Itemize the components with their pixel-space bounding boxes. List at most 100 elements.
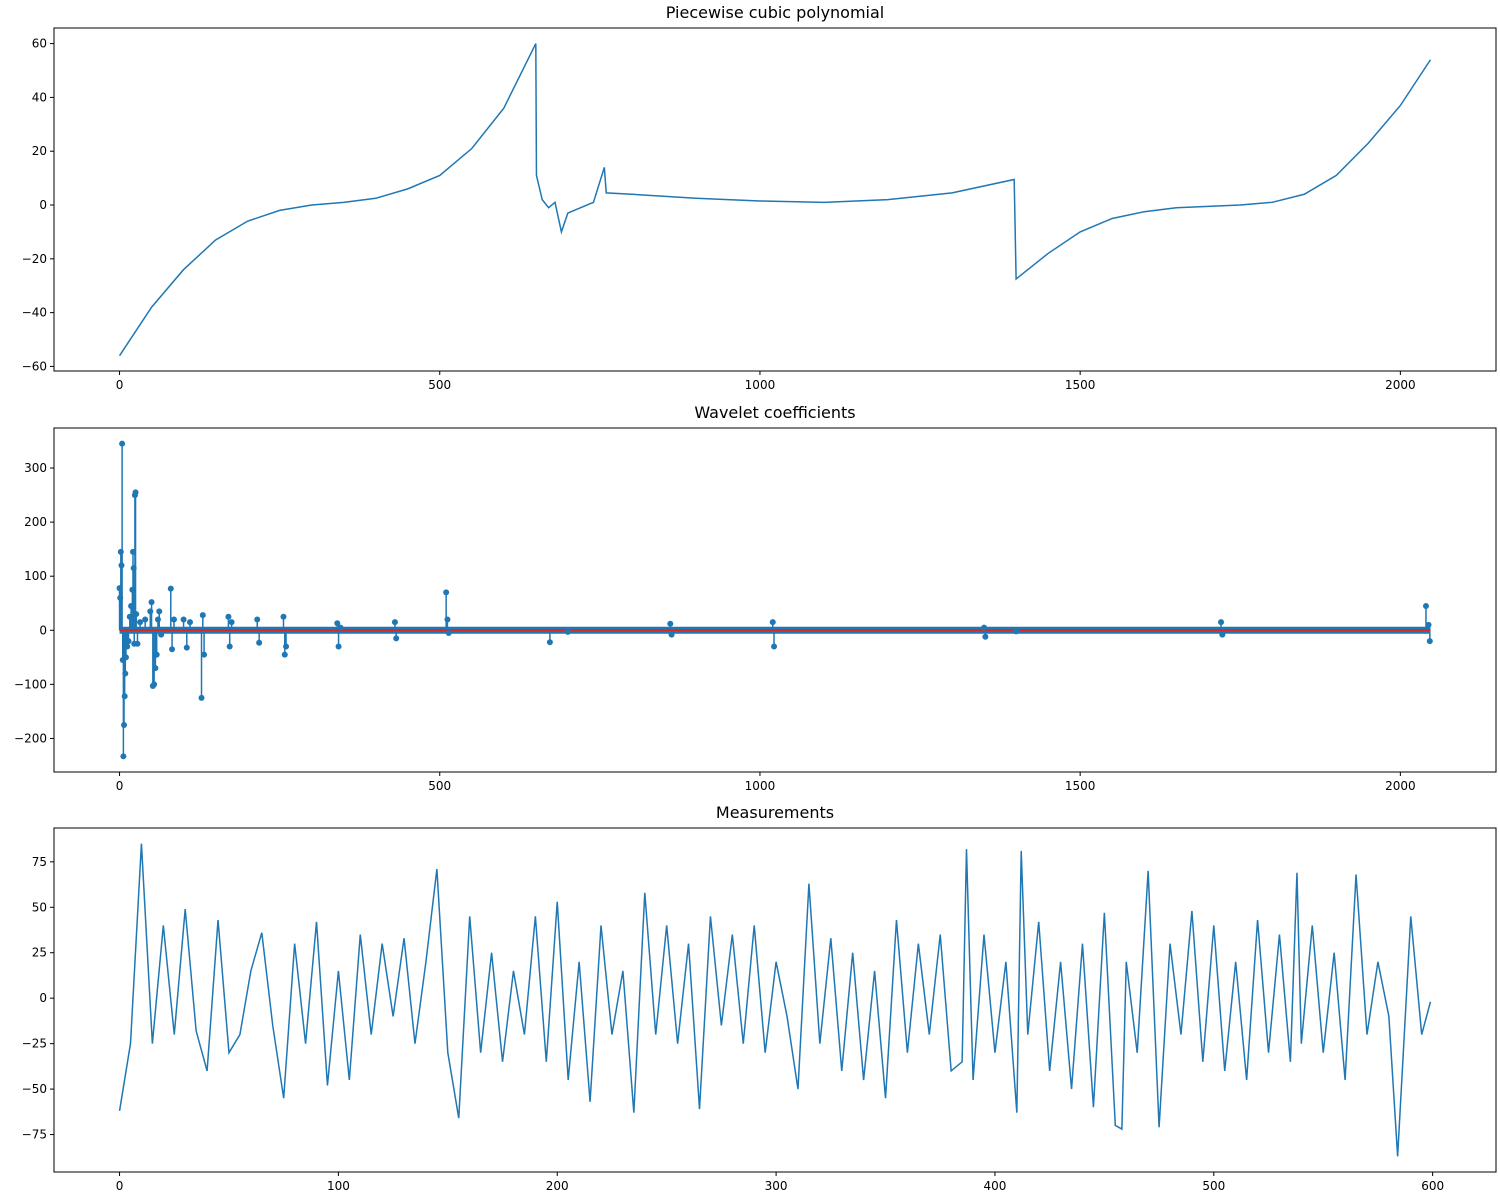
stem-marker bbox=[152, 665, 159, 672]
x-tick-label: 500 bbox=[428, 378, 451, 392]
stem-marker bbox=[133, 611, 140, 618]
subplot-title: Wavelet coefficients bbox=[694, 403, 855, 422]
stem-marker bbox=[769, 619, 776, 626]
stem-marker bbox=[391, 619, 398, 626]
y-tick-label: 50 bbox=[32, 900, 47, 914]
stem-marker bbox=[1219, 631, 1226, 638]
stem-marker bbox=[134, 640, 141, 647]
stem-marker bbox=[668, 631, 675, 638]
stem-marker bbox=[129, 586, 136, 593]
x-tick-label: 0 bbox=[116, 1179, 124, 1193]
axes-frame bbox=[53, 827, 1497, 1173]
stem-marker bbox=[256, 639, 263, 646]
x-tick-label: 1000 bbox=[745, 378, 776, 392]
stem-marker bbox=[117, 594, 124, 601]
stem-marker bbox=[198, 694, 205, 701]
y-tick-label: 200 bbox=[24, 515, 47, 529]
stem-marker bbox=[137, 619, 144, 626]
stem-marker bbox=[254, 616, 261, 623]
y-tick-label: −200 bbox=[14, 731, 47, 745]
subplot-title: Measurements bbox=[716, 803, 834, 822]
stem-marker bbox=[393, 635, 400, 642]
stem-marker bbox=[158, 631, 165, 638]
line bbox=[118, 843, 1432, 1157]
stem-marker bbox=[130, 565, 137, 572]
stem-marker bbox=[153, 651, 160, 658]
stem-marker bbox=[121, 721, 128, 728]
y-tick-label: 100 bbox=[24, 569, 47, 583]
stem-marker bbox=[151, 681, 158, 688]
stem-marker bbox=[180, 616, 187, 623]
stem-marker bbox=[981, 624, 988, 631]
stem-marker bbox=[546, 639, 553, 646]
x-tick-label: 2000 bbox=[1385, 378, 1416, 392]
line bbox=[118, 43, 1432, 357]
y-tick-label: 60 bbox=[32, 37, 47, 51]
stem-marker bbox=[283, 643, 290, 650]
stem-marker bbox=[335, 643, 342, 650]
x-tick-label: 1500 bbox=[1065, 779, 1096, 793]
subplot: Piecewise cubic polynomial 0 500 1000 1500 20… bbox=[22, 3, 1497, 392]
stem-marker bbox=[1013, 628, 1020, 635]
y-tick-label: −50 bbox=[22, 1082, 47, 1096]
x-tick-label: 200 bbox=[546, 1179, 569, 1193]
y-tick-label: 0 bbox=[39, 991, 47, 1005]
stem-marker bbox=[121, 693, 128, 700]
stem-marker bbox=[199, 612, 206, 619]
x-tick-label: 500 bbox=[1202, 1179, 1225, 1193]
stem-marker bbox=[1218, 619, 1225, 626]
stem-marker bbox=[334, 620, 341, 627]
y-tick-label: −40 bbox=[22, 306, 47, 320]
stem-marker bbox=[129, 548, 136, 555]
x-tick-label: 300 bbox=[765, 1179, 788, 1193]
stem-marker bbox=[154, 616, 161, 623]
stem-marker bbox=[118, 562, 125, 569]
x-tick-label: 1000 bbox=[745, 779, 776, 793]
stem-marker bbox=[122, 670, 129, 677]
stem-marker bbox=[1425, 621, 1432, 628]
stem-marker bbox=[156, 608, 163, 615]
stem-marker bbox=[122, 654, 129, 661]
x-tick-label: 2000 bbox=[1385, 779, 1416, 793]
y-tick-label: −60 bbox=[22, 359, 47, 373]
stem-marker bbox=[147, 608, 154, 615]
y-tick-label: 300 bbox=[24, 461, 47, 475]
stem-marker bbox=[443, 589, 450, 596]
stem-marker bbox=[445, 629, 452, 636]
stem-marker bbox=[1426, 638, 1433, 645]
stem-marker bbox=[280, 613, 287, 620]
x-tick-label: 400 bbox=[983, 1179, 1006, 1193]
y-tick-label: 75 bbox=[32, 855, 47, 869]
stem-marker bbox=[228, 619, 235, 626]
stem-marker bbox=[667, 620, 674, 627]
x-tick-label: 0 bbox=[116, 779, 124, 793]
y-tick-label: 40 bbox=[32, 90, 47, 104]
stem-marker bbox=[117, 548, 124, 555]
stem-marker bbox=[125, 638, 132, 645]
stem-marker bbox=[132, 489, 139, 496]
stem-marker bbox=[564, 628, 571, 635]
stem-marker bbox=[126, 613, 133, 620]
x-tick-label: 500 bbox=[428, 779, 451, 793]
y-tick-label: 0 bbox=[39, 623, 47, 637]
x-tick-label: 0 bbox=[116, 378, 124, 392]
stem-marker bbox=[142, 616, 149, 623]
stem-marker bbox=[120, 753, 127, 760]
stem-marker bbox=[226, 643, 233, 650]
stem-marker bbox=[771, 643, 778, 650]
axes-frame bbox=[53, 27, 1497, 372]
stem-marker bbox=[148, 599, 155, 606]
stem-marker bbox=[1422, 602, 1429, 609]
stem-marker bbox=[170, 616, 177, 623]
stem-marker bbox=[281, 651, 288, 658]
stem-marker bbox=[444, 616, 451, 623]
stem-marker bbox=[982, 633, 989, 640]
stem-marker bbox=[186, 619, 193, 626]
stem-marker bbox=[183, 644, 190, 651]
y-tick-label: −100 bbox=[14, 677, 47, 691]
y-tick-label: −25 bbox=[22, 1037, 47, 1051]
stem-marker bbox=[225, 613, 232, 620]
